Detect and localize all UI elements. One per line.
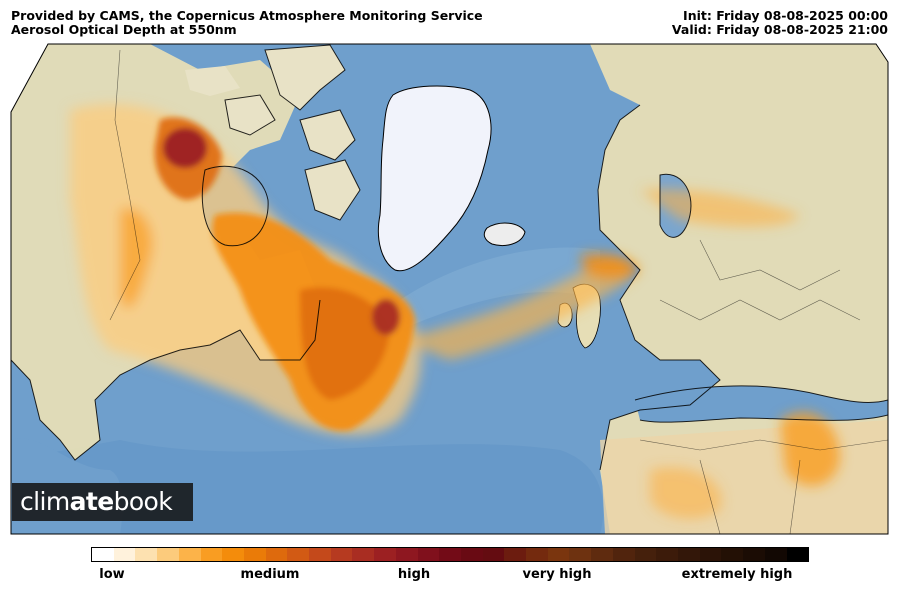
colorbar-swatch (634, 548, 657, 561)
colorbar-swatch (92, 548, 114, 561)
colorbar-swatch (330, 548, 353, 561)
colorbar-swatch (352, 548, 375, 561)
valid-time: Valid: Friday 08-08-2025 21:00 (671, 22, 888, 37)
colorbar-swatch (222, 548, 244, 561)
colorbar-swatch (547, 548, 570, 561)
colorbar-swatch (460, 548, 483, 561)
map-border (10, 43, 889, 535)
title-block: Provided by CAMS, the Copernicus Atmosph… (11, 9, 483, 37)
legend-label-very-high: very high (522, 567, 592, 582)
colorbar-swatch (482, 548, 505, 561)
provider-title: Provided by CAMS, the Copernicus Atmosph… (11, 8, 483, 23)
colorbar-swatch (309, 548, 331, 561)
init-time: Init: Friday 08-08-2025 00:00 (683, 8, 888, 23)
colorbar-swatch (612, 548, 635, 561)
product-title: Aerosol Optical Depth at 550nm (11, 22, 237, 37)
greenland-ice (377, 85, 492, 272)
legend-label-high: high (397, 567, 431, 582)
colorbar-swatch (135, 548, 158, 561)
colorbar-swatch (526, 548, 548, 561)
colorbar-swatch (417, 548, 440, 561)
africa-land (600, 420, 888, 534)
aod-high-core-canada (163, 128, 207, 168)
colorbar-swatch (699, 548, 722, 561)
iceland (483, 222, 526, 246)
colorbar-swatch (265, 548, 288, 561)
colorbar-swatch (113, 548, 136, 561)
legend-label-low: low (99, 567, 125, 582)
colorbar-swatch (287, 548, 310, 561)
colorbar-swatch (786, 548, 809, 561)
aod-high-core-atlantic (372, 299, 400, 335)
colorbar-swatch (504, 548, 527, 561)
legend-label-extremely-high: extremely high (681, 567, 793, 582)
colorbar-swatch (591, 548, 613, 561)
colorbar-swatch (243, 548, 266, 561)
colorbar-swatch (677, 548, 700, 561)
colorbar-swatch (200, 548, 223, 561)
time-block: Init: Friday 08-08-2025 00:00 Valid: Fri… (672, 9, 888, 37)
colorbar-swatch (764, 548, 787, 561)
mediterranean (635, 385, 888, 423)
colorbar-swatch (721, 548, 744, 561)
colorbar-swatch (569, 548, 592, 561)
colorbar-swatch (178, 548, 201, 561)
colorbar-swatch (656, 548, 678, 561)
colorbar-swatch (439, 548, 461, 561)
legend-label-medium: medium (240, 567, 300, 582)
aod-colorbar (91, 547, 809, 562)
colorbar-swatch (374, 548, 396, 561)
climatebook-logo: climatebook (12, 483, 193, 521)
colorbar-swatch (743, 548, 765, 561)
colorbar-swatch (157, 548, 179, 561)
colorbar-swatch (395, 548, 418, 561)
